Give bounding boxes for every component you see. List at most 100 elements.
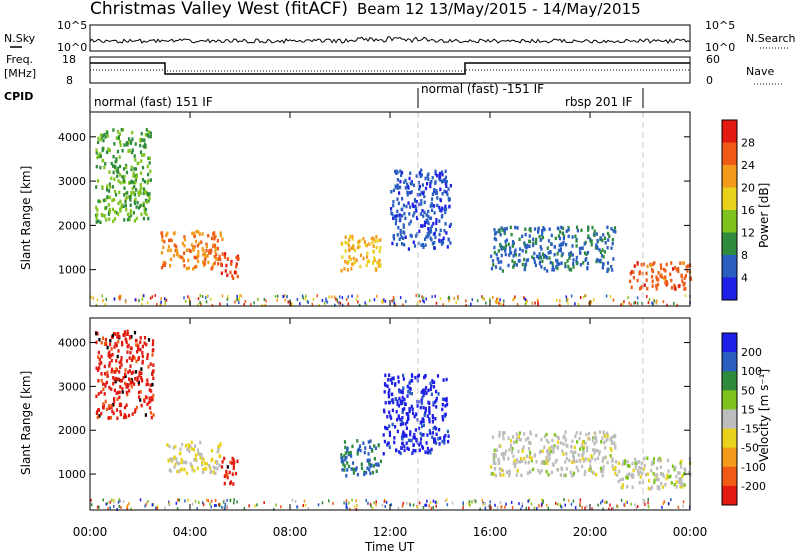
power-cell — [197, 303, 199, 307]
power-cell — [240, 294, 242, 298]
velocity-cell — [96, 368, 100, 372]
velocity-cell — [419, 437, 423, 441]
velocity-cell — [110, 369, 113, 374]
velocity-cell — [423, 413, 426, 417]
power-cell — [97, 153, 100, 158]
velocity-cell — [403, 444, 406, 449]
velocity-cell — [382, 433, 385, 437]
velocity-cell — [351, 498, 353, 502]
power-cell — [429, 204, 432, 208]
velocity-cell — [117, 349, 120, 353]
velocity-cell — [528, 498, 531, 502]
power-cell — [101, 294, 103, 298]
freq-tick-top: 18 — [62, 53, 76, 66]
velocity-cell — [124, 368, 127, 372]
power-cell — [167, 248, 170, 253]
power-cell — [134, 158, 137, 162]
power-cell — [209, 297, 212, 301]
power-cell — [168, 238, 171, 243]
power-cell — [646, 287, 649, 291]
velocity-cell — [141, 354, 144, 359]
velocity-cell — [169, 469, 173, 473]
velocity-cell — [370, 504, 372, 508]
power-cell — [440, 208, 443, 213]
velocity-cell — [187, 443, 190, 447]
velocity-cell — [424, 406, 427, 411]
power-cell — [390, 207, 393, 211]
power-cell — [101, 159, 104, 163]
velocity-cell — [132, 370, 135, 374]
power-cell — [426, 234, 429, 239]
power-cell — [629, 279, 632, 284]
power-cell — [134, 142, 137, 146]
velocity-cell — [172, 446, 175, 450]
velocity-cell — [579, 498, 582, 502]
velocity-cell — [613, 441, 616, 445]
power-cell — [465, 303, 467, 307]
velocity-cell — [149, 411, 153, 415]
power-cell — [500, 302, 502, 306]
power-cell — [372, 237, 375, 242]
power-cell — [106, 131, 109, 135]
velocity-cell — [403, 448, 406, 453]
velocity-cell — [408, 408, 411, 412]
velocity-cell — [397, 375, 400, 379]
power-cell — [657, 271, 660, 275]
velocity-cell — [164, 506, 166, 510]
velocity-cell — [577, 453, 580, 457]
velocity-cell — [215, 504, 217, 507]
velocity-cell — [387, 394, 390, 399]
velocity-cell — [194, 444, 197, 448]
velocity-cell — [349, 451, 352, 455]
velocity-cell — [557, 436, 560, 440]
power-cell — [407, 201, 410, 205]
power-cell — [217, 262, 220, 266]
velocity-cell — [129, 381, 132, 385]
velocity-cell — [575, 465, 578, 470]
power-cell — [142, 216, 145, 221]
power-cell — [561, 231, 564, 235]
velocity-cell — [585, 432, 588, 437]
velocity-cell — [140, 367, 143, 371]
velocity-cell — [143, 399, 146, 403]
power-cell — [431, 197, 434, 201]
power-cell — [201, 295, 204, 298]
velocity-cell — [397, 414, 400, 418]
power-cell — [657, 278, 660, 282]
velocity-cell — [119, 412, 122, 417]
power-cell — [188, 297, 191, 301]
power-cell — [632, 270, 635, 274]
velocity-cell — [571, 460, 574, 464]
velocity-cell — [508, 448, 511, 452]
velocity-cell — [120, 359, 123, 363]
power-cell — [172, 231, 175, 236]
power-cell — [504, 252, 507, 257]
velocity-cell — [150, 395, 153, 400]
velocity-cell — [572, 459, 575, 463]
power-cell — [412, 183, 416, 188]
velocity-cell — [667, 469, 670, 473]
power-cell — [588, 301, 590, 305]
power-cell — [112, 164, 115, 168]
power-cell — [352, 256, 355, 261]
power-cell — [160, 297, 162, 301]
velocity-cell — [100, 378, 103, 383]
velocity-cell — [591, 507, 593, 511]
velocity-cell — [98, 337, 101, 342]
power-cell — [537, 230, 540, 234]
power-cell — [543, 266, 546, 271]
velocity-cell — [611, 464, 614, 468]
velocity-cell — [104, 399, 107, 404]
power-cell — [140, 212, 143, 217]
power-cell — [610, 227, 613, 231]
velocity-cell — [375, 503, 377, 507]
power-cell — [126, 191, 129, 195]
velocity-cell — [528, 506, 530, 510]
velocity-cell — [548, 456, 551, 461]
velocity-cell — [374, 446, 377, 451]
velocity-cell — [469, 503, 471, 507]
power-cell — [283, 294, 286, 297]
velocity-region-6 — [490, 430, 617, 478]
power-cell — [666, 303, 668, 307]
power-cell — [224, 252, 227, 256]
